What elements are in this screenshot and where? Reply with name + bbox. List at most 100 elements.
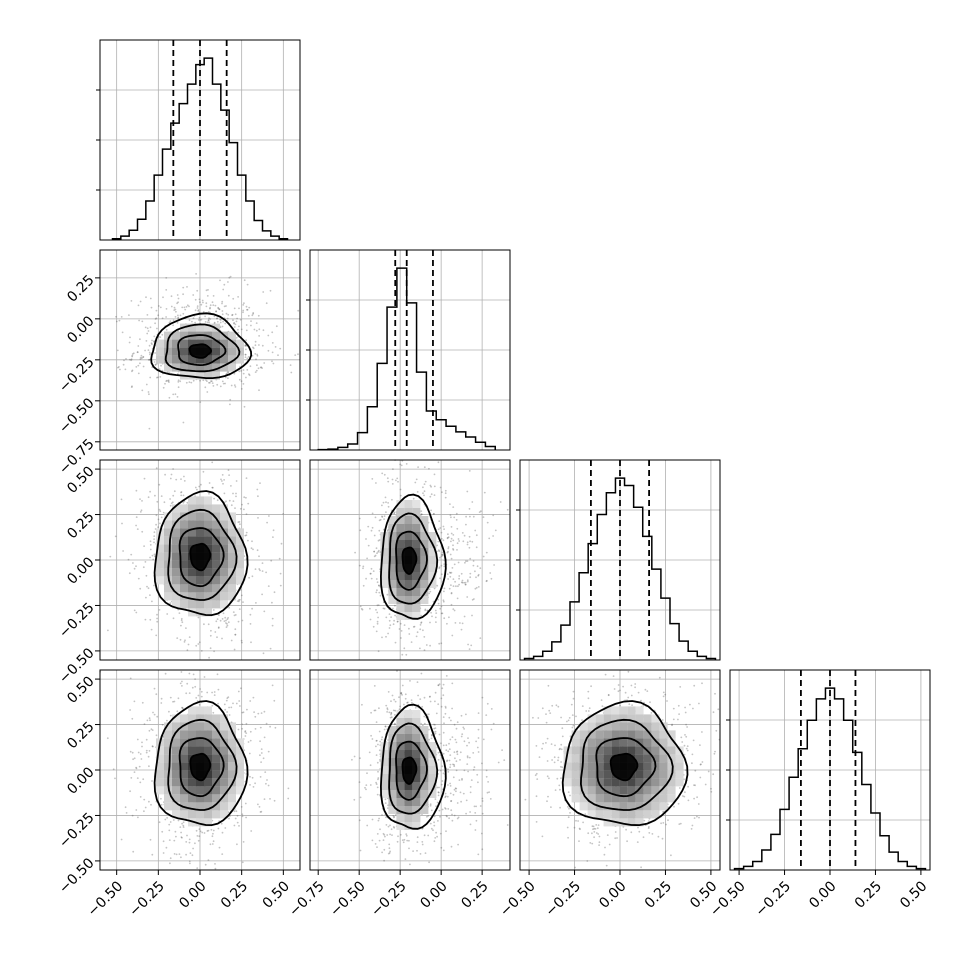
sample-point (158, 368, 161, 370)
density-cell (172, 504, 180, 513)
sample-point (452, 578, 455, 580)
sample-point (432, 513, 435, 515)
sample-point (252, 696, 255, 699)
sample-point (248, 306, 251, 309)
density-cell (196, 536, 204, 545)
sample-point (209, 381, 211, 384)
sample-point (481, 800, 484, 802)
sample-point (123, 359, 125, 362)
sample-point (422, 492, 424, 495)
sample-point (438, 567, 441, 570)
sample-point (236, 843, 238, 846)
sample-point (274, 346, 277, 348)
density-cell (188, 746, 196, 755)
sample-point (456, 802, 459, 804)
sample-point (142, 778, 145, 781)
sample-point (433, 824, 436, 827)
sample-point (196, 835, 199, 837)
sample-point (223, 620, 226, 622)
sample-point (450, 845, 453, 848)
sample-point (437, 540, 440, 543)
sample-point (476, 746, 479, 749)
sample-point (194, 486, 197, 489)
scatter-panel-1-2 (309, 459, 511, 661)
sample-point (228, 474, 231, 476)
sample-point (474, 812, 477, 814)
sample-point (440, 697, 443, 700)
sample-point (262, 291, 265, 293)
sample-point (136, 351, 139, 354)
sample-point (223, 479, 226, 481)
sample-point (145, 574, 148, 577)
sample-point (445, 814, 448, 817)
sample-point (386, 708, 389, 711)
sample-point (415, 635, 418, 638)
sample-point (228, 714, 231, 716)
sample-point (265, 571, 267, 574)
sample-point (244, 802, 247, 805)
density-cell (188, 520, 196, 529)
sample-point (434, 732, 437, 735)
sample-point (439, 607, 442, 610)
sample-point (379, 594, 382, 597)
sample-point (245, 324, 248, 326)
sample-point (116, 349, 119, 352)
sample-point (198, 703, 201, 706)
density-cell (196, 323, 204, 332)
sample-point (263, 610, 266, 613)
sample-point (396, 477, 399, 480)
sample-point (225, 500, 227, 503)
sample-point (139, 587, 142, 590)
sample-point (155, 514, 158, 517)
sample-point (174, 316, 177, 318)
sample-point (383, 607, 386, 610)
sample-point (144, 618, 147, 621)
sample-point (245, 376, 247, 379)
sample-point (446, 537, 449, 540)
density-cell (404, 516, 413, 524)
sample-point (492, 535, 494, 537)
sample-point (359, 796, 362, 799)
sample-point (456, 721, 459, 724)
sample-point (241, 727, 244, 730)
sample-point (151, 600, 153, 603)
density-cell (228, 528, 236, 537)
sample-point (220, 822, 223, 825)
sample-point (156, 613, 158, 616)
sample-point (224, 708, 227, 711)
sample-point (439, 577, 441, 580)
sample-point (423, 490, 426, 493)
density-cell (180, 584, 188, 593)
sample-point (381, 736, 384, 739)
sample-point (448, 616, 450, 619)
sample-point (393, 815, 396, 818)
sample-point (466, 579, 469, 582)
sample-point (221, 300, 224, 303)
density-cell (188, 584, 196, 593)
sample-point (290, 371, 293, 374)
sample-point (153, 553, 156, 556)
sample-point (425, 644, 428, 646)
sample-point (373, 685, 376, 687)
sample-point (257, 367, 260, 370)
sample-point (466, 596, 469, 598)
sample-point (211, 843, 214, 845)
density-cell (156, 576, 164, 585)
sample-point (365, 788, 367, 791)
sample-point (221, 325, 224, 328)
sample-point (172, 324, 175, 327)
sample-point (159, 376, 162, 378)
sample-point (225, 626, 228, 628)
sample-point (376, 589, 378, 592)
sample-point (420, 614, 422, 617)
sample-point (254, 568, 257, 570)
sample-point (255, 358, 257, 361)
density-cell (164, 802, 172, 811)
sample-point (434, 616, 437, 619)
sample-point (144, 561, 147, 563)
sample-point (388, 843, 391, 846)
sample-point (120, 316, 123, 318)
sample-point (197, 839, 200, 842)
density-cell (204, 568, 212, 577)
sample-point (442, 772, 445, 775)
